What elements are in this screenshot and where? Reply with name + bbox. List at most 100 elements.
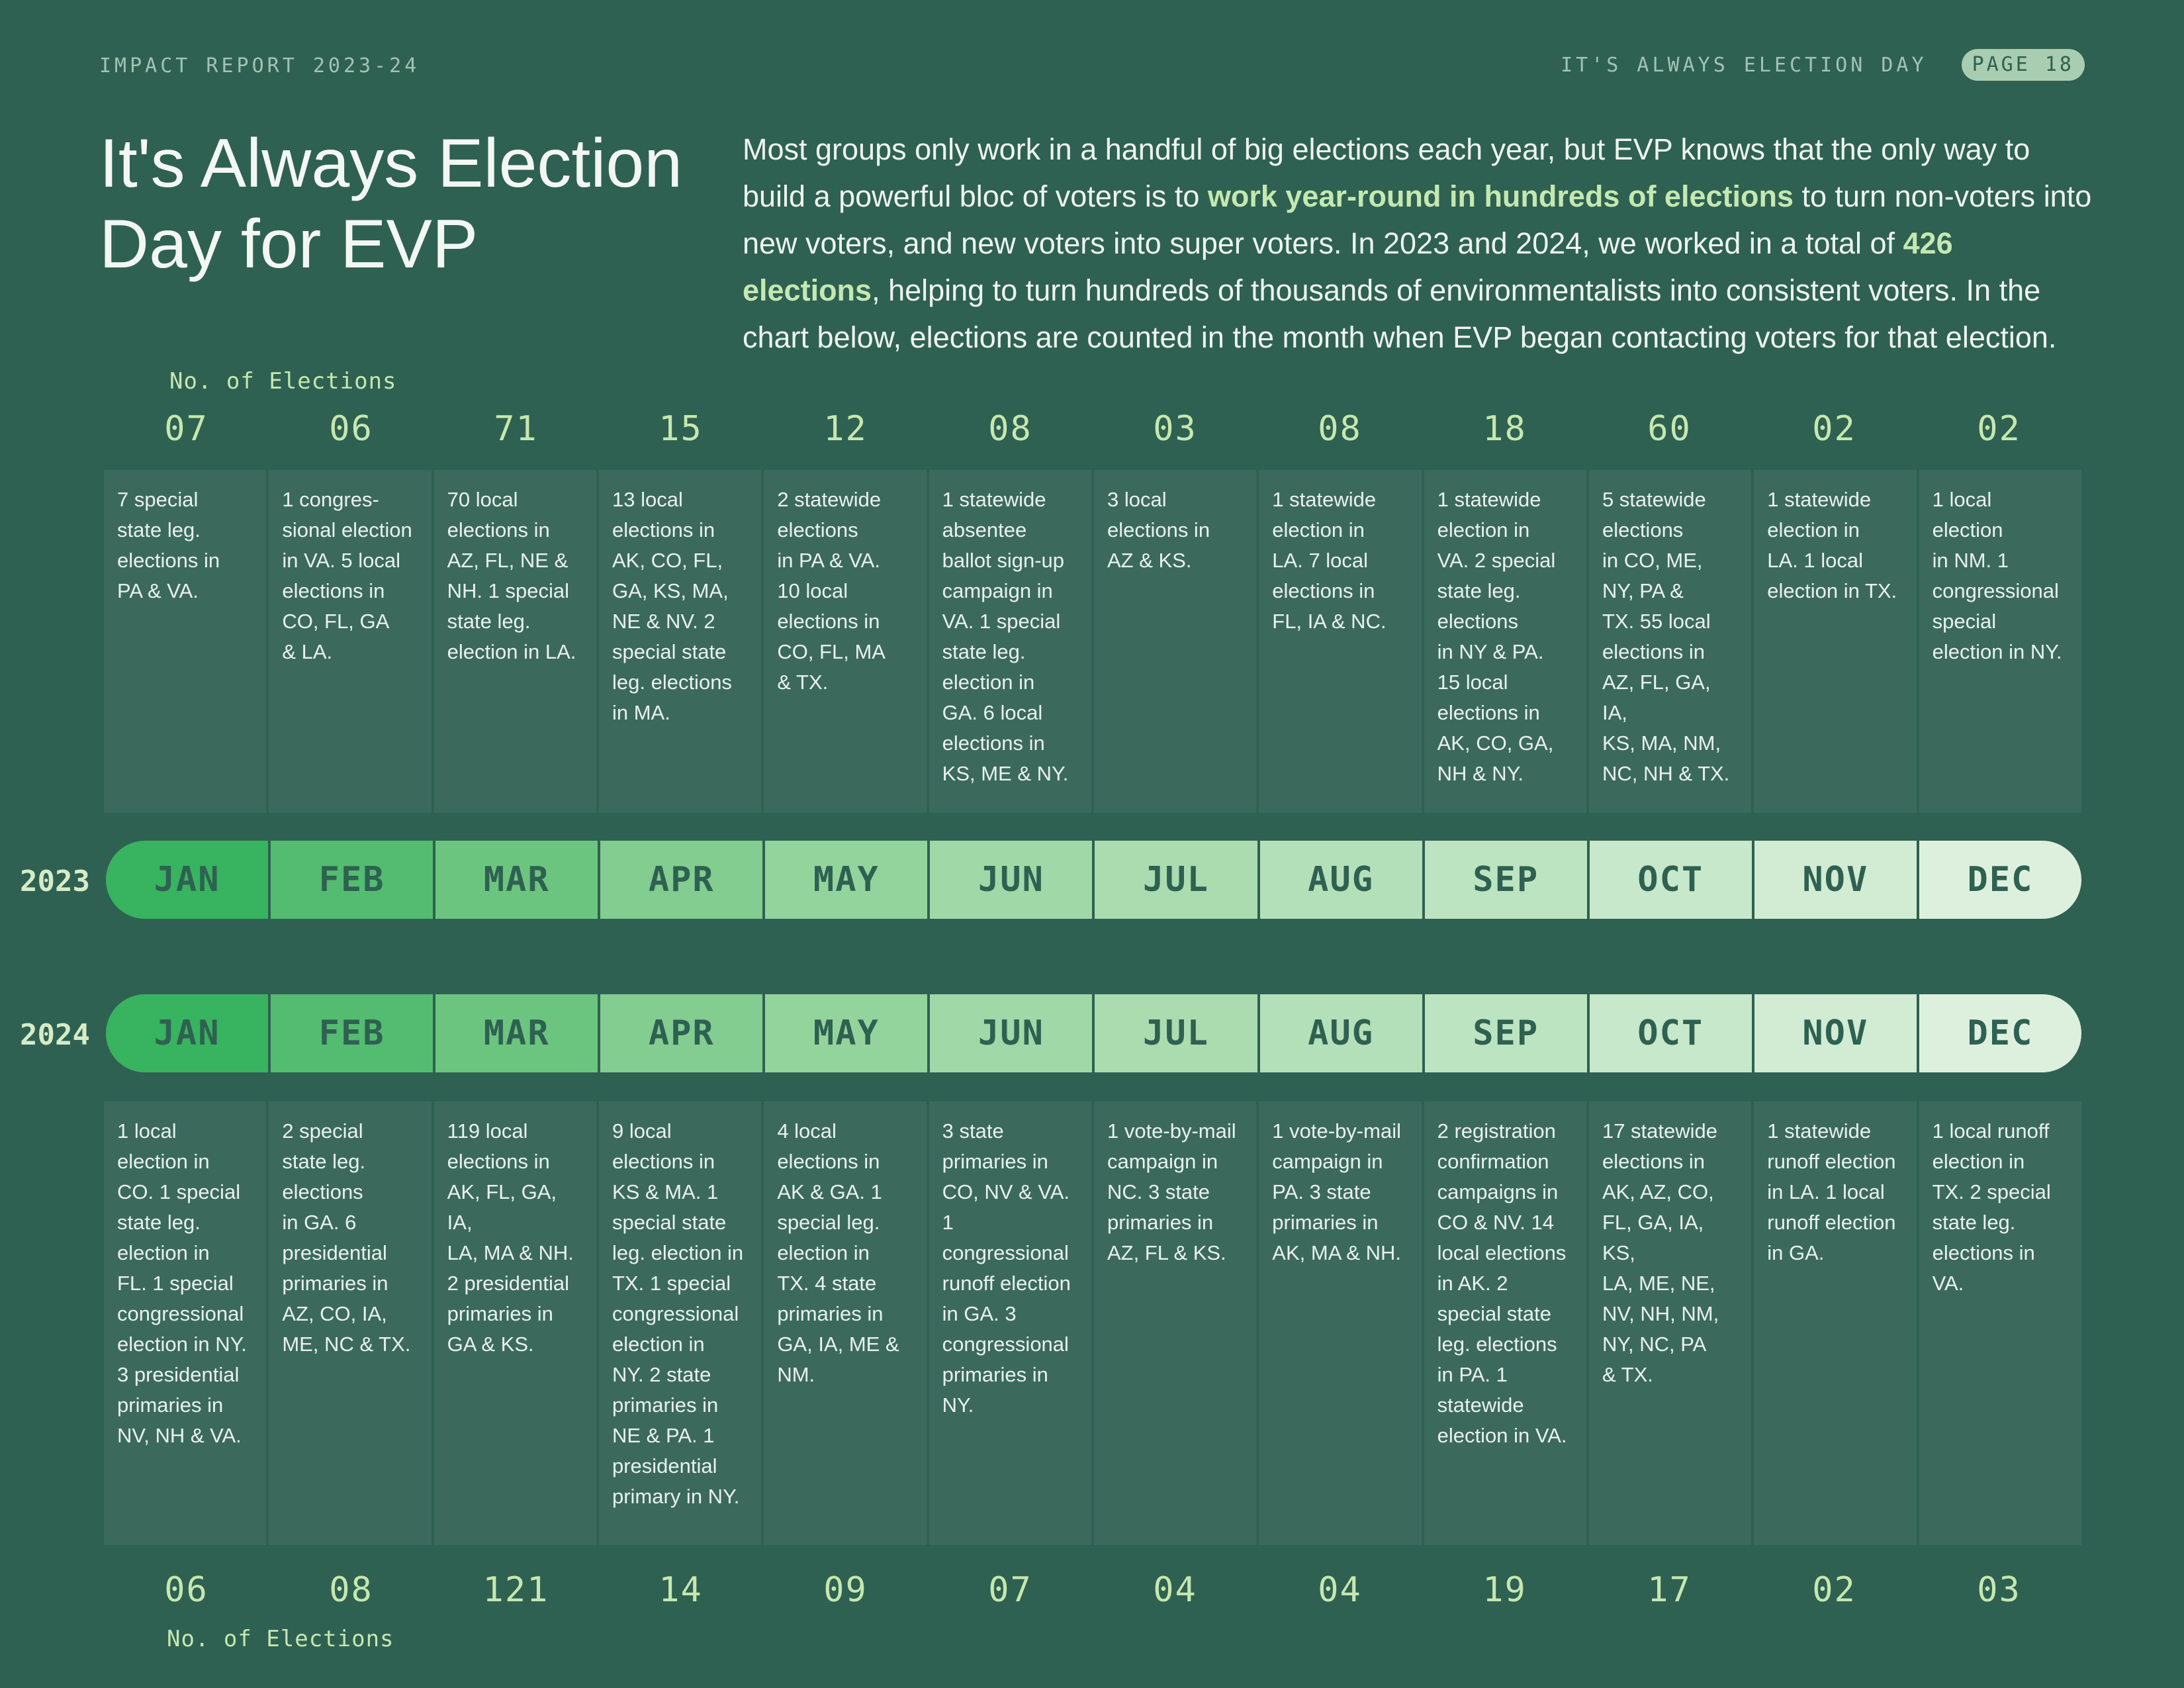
intro-text-2: to turn non-voters into new voters, and … [743, 179, 2092, 260]
description-line: campaign in [942, 579, 1053, 602]
intro-highlight-2: 426 elections [743, 226, 1953, 307]
description-line: election in [777, 1241, 870, 1264]
month-description-sep: 2 registration confirmation campaigns in CO… [1424, 1102, 1586, 1545]
election-count-aug: 08 [1318, 409, 1362, 449]
description-line: elections in [447, 518, 550, 541]
description-line: CO, FL, GA [282, 610, 390, 633]
description-line: presidential [282, 1241, 387, 1264]
description-line: ME, NC & TX. [282, 1333, 411, 1356]
description-line: NC. 3 state [1107, 1180, 1210, 1203]
month-dec: DEC [1919, 994, 2081, 1072]
counts-2023: 07 06 71 15 12 08 03 08 18 60 02 02 [104, 409, 2081, 449]
description-line: AZ, FL, NE & [447, 549, 569, 572]
description-line: special state [612, 1211, 727, 1234]
month-description-apr: 13 local elections in AK, CO, FL, GA, KS, M… [598, 470, 762, 813]
description-line: & LA. [282, 640, 333, 663]
description-line: in NM. 1 [1932, 549, 2009, 572]
description-line: 2 presidential [447, 1272, 570, 1295]
description-line: 3 local [1107, 488, 1167, 511]
description-line: congressional [1932, 579, 2059, 602]
description-line: election in TX. [1767, 579, 1897, 602]
description-line: primaries in [612, 1393, 719, 1417]
description-line: CO & NV. 14 [1437, 1211, 1554, 1234]
description-line: AK, MA & NH. [1272, 1241, 1401, 1264]
month-mar: MAR [435, 994, 601, 1072]
month-dec: DEC [1919, 841, 2081, 919]
description-line: FL. 1 special [117, 1272, 234, 1295]
month-mar: MAR [435, 841, 601, 919]
month-aug: AUG [1259, 841, 1425, 919]
election-count-sep: 19 [1482, 1570, 1527, 1610]
description-line: runoff election [942, 1272, 1071, 1295]
election-count-aug: 04 [1318, 1570, 1362, 1610]
election-count-may: 09 [823, 1570, 868, 1610]
description-line: AK, CO, GA, [1437, 731, 1554, 755]
month-description-may: 4 local elections in AK & GA. 1 special leg… [764, 1102, 927, 1545]
description-line: congressional [942, 1241, 1069, 1264]
description-line: 2 registration [1437, 1119, 1556, 1143]
month-oct: OCT [1589, 841, 1754, 919]
description-line: elections in [1272, 579, 1375, 602]
description-line: 3 state [942, 1119, 1004, 1143]
section-label: IT'S ALWAYS ELECTION DAY [1561, 53, 1927, 77]
description-line: confirmation [1437, 1150, 1549, 1173]
description-line: elections in [1932, 1241, 2035, 1264]
description-line: 70 local [447, 488, 518, 511]
description-line: state leg. [1437, 579, 1521, 602]
description-line: AK, AZ, CO, [1602, 1180, 1714, 1203]
description-line: NY, PA & [1602, 579, 1684, 602]
description-line: in NY & PA. [1437, 640, 1544, 663]
description-line: in PA. 1 [1437, 1363, 1508, 1386]
count-label-top: No. of Elections [169, 368, 397, 395]
description-line: VA. 2 special [1437, 549, 1556, 572]
description-line: TX. 4 state [777, 1272, 877, 1295]
description-line: election [1932, 518, 2003, 541]
description-line: PA & VA. [117, 579, 199, 602]
month-description-jun: 3 state primaries in CO, NV & VA. 1 congres… [929, 1102, 1091, 1545]
description-line: 1 vote-by-mail [1272, 1119, 1401, 1143]
month-bar-2023: JAN FEB MAR APR MAY JUN JUL AUG SEP OCT NOV DEC [106, 841, 2081, 919]
description-line: election in [117, 1241, 210, 1264]
election-count-jun: 07 [988, 1570, 1032, 1610]
description-line: AZ, CO, IA, [282, 1302, 387, 1325]
description-line: GA & KS. [447, 1333, 534, 1356]
election-count-feb: 08 [329, 1570, 373, 1610]
election-count-jan: 07 [164, 409, 208, 449]
description-line: 1 statewide [1767, 488, 1872, 511]
description-line: NY. [942, 1393, 974, 1417]
description-line: NC, NH & TX. [1602, 762, 1730, 785]
description-line: primaries in [1107, 1211, 1214, 1234]
election-count-jul: 03 [1153, 409, 1197, 449]
intro-paragraph: Most groups only work in a handful of bi… [743, 126, 2093, 361]
description-line: VA. [1932, 1272, 1964, 1295]
description-line: state leg. [1932, 1211, 2016, 1234]
description-line: 119 local [447, 1119, 528, 1143]
intro-text-3: , helping to turn hundreds of thousands … [743, 273, 2057, 354]
description-line: election in [612, 1333, 705, 1356]
description-line: elections in [1602, 640, 1706, 663]
description-line: congressional [942, 1333, 1069, 1356]
month-description-nov: 1 statewide runoff election in LA. 1 local… [1754, 1102, 1917, 1545]
description-line: absentee [942, 518, 1027, 541]
description-line: LA. 1 local [1767, 549, 1864, 572]
description-line: primaries in [942, 1150, 1048, 1173]
description-line: LA, ME, NE, [1602, 1272, 1715, 1295]
description-line: 17 statewide [1602, 1119, 1718, 1143]
election-count-oct: 60 [1647, 409, 1692, 449]
description-line: CO, FL, MA [777, 640, 886, 663]
election-count-jul: 04 [1153, 1570, 1197, 1610]
description-line: & TX. [1602, 1363, 1653, 1386]
page-number-badge: PAGE 18 [1961, 49, 2085, 81]
description-line: election in NY. [117, 1333, 247, 1356]
description-line: NE & PA. 1 [612, 1424, 715, 1447]
month-description-jan: 7 special state leg. elections in PA & VA. [104, 470, 267, 813]
description-line: TX. 55 local [1602, 610, 1711, 633]
description-line: primaries in [1272, 1211, 1379, 1234]
counts-2024: 06 08 121 14 09 07 04 04 19 17 02 03 [104, 1570, 2081, 1610]
description-line: KS & MA. 1 [612, 1180, 719, 1203]
month-description-nov: 1 statewide election in LA. 1 local electio… [1754, 470, 1917, 813]
description-line: in CO, ME, [1602, 549, 1703, 572]
description-line: elections in [777, 610, 880, 633]
month-description-may: 2 statewide elections in PA & VA. 10 local e… [764, 470, 927, 813]
month-description-mar: 119 local elections in AK, FL, GA, IA, LA, … [433, 1102, 596, 1545]
